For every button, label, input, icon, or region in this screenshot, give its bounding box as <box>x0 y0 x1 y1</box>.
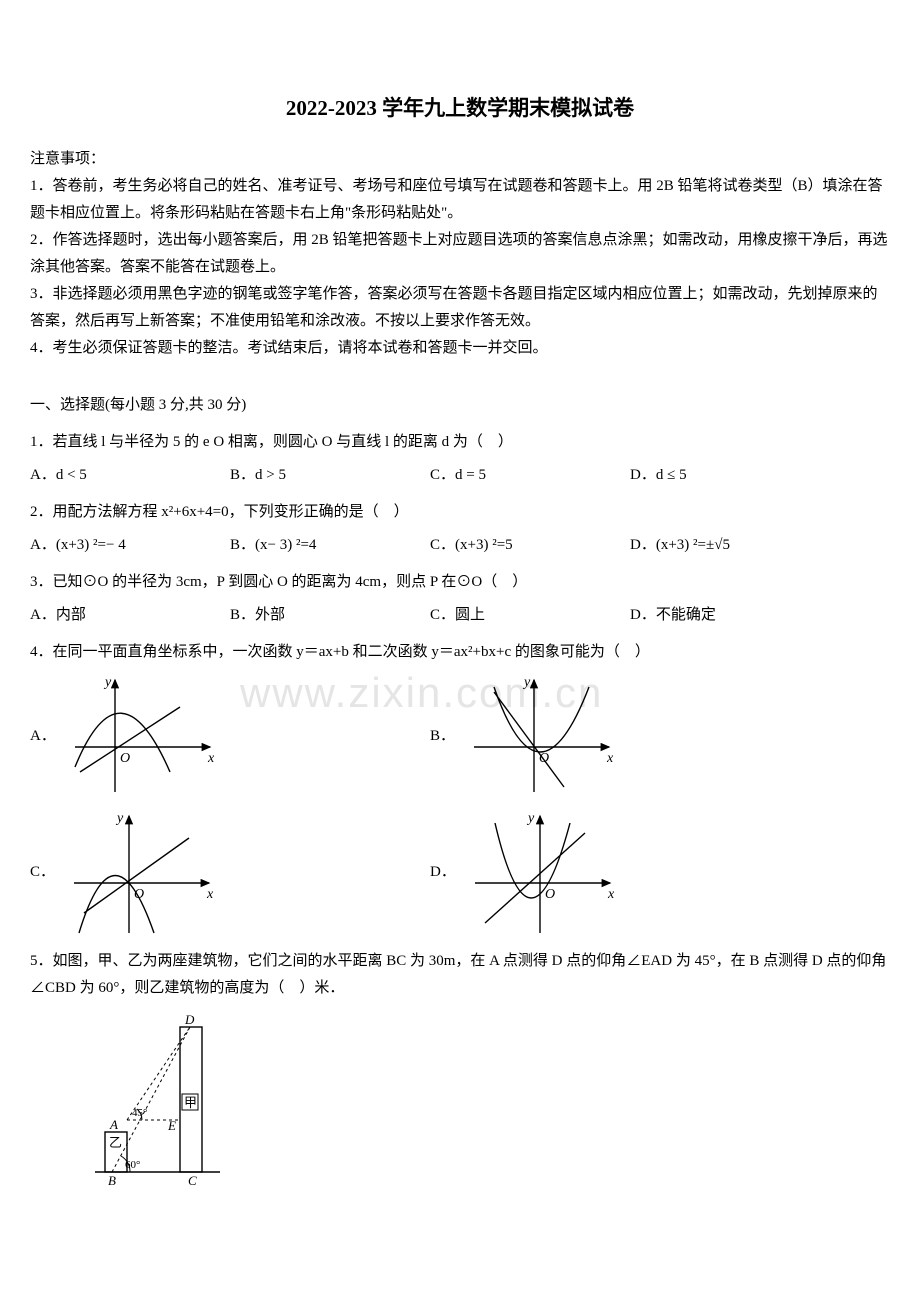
q4a-o-label: O <box>120 751 130 766</box>
notice-item-1: 1．答卷前，考生务必将自己的姓名、准考证号、考场号和座位号填写在试题卷和答题卡上… <box>30 173 890 227</box>
q4c-x-label: x <box>206 887 214 902</box>
q1-options: A．d < 5 B．d > 5 C．d = 5 D．d ≤ 5 <box>30 462 890 489</box>
section-1-header: 一、选择题(每小题 3 分,共 30 分) <box>30 392 890 419</box>
q4-stem: 4．在同一平面直角坐标系中，一次函数 y＝ax+b 和二次函数 y＝ax²+bx… <box>30 639 890 666</box>
notice-item-4: 4．考生必须保证答题卡的整洁。考试结束后，请将本试卷和答题卡一并交回。 <box>30 335 890 362</box>
q5-angle-45: 45° <box>132 1107 147 1119</box>
notice-item-2: 2．作答选择题时，选出每小题答案后，用 2B 铅笔把答题卡上对应题目选项的答案信… <box>30 227 890 281</box>
q4-svg-d: y x O <box>460 808 620 938</box>
q4a-y-label: y <box>103 675 112 690</box>
q5-label-d: D <box>184 1012 195 1027</box>
q1-stem: 1．若直线 l 与半径为 5 的 e O 相离，则圆心 O 与直线 l 的距离 … <box>30 429 890 456</box>
q4d-o-label: O <box>545 887 555 902</box>
q4c-y-label: y <box>115 811 124 826</box>
q2-option-c: C．(x+3) ²=5 <box>430 532 630 559</box>
q4-label-d: D． <box>430 859 456 886</box>
q3-option-c: C．圆上 <box>430 602 630 629</box>
q3-option-d: D．不能确定 <box>630 602 830 629</box>
q1-option-d: D．d ≤ 5 <box>630 462 830 489</box>
q4-label-a: A． <box>30 723 56 750</box>
q4-svg-a: y x O <box>60 672 220 802</box>
q4-graph-d: D． y x O <box>430 808 830 938</box>
q4-label-b: B． <box>430 723 455 750</box>
q4d-y-label: y <box>526 811 535 826</box>
q5-svg: D A E B C 甲 乙 45° 60° <box>90 1012 230 1187</box>
q5-label-c: C <box>188 1173 197 1187</box>
q5-angle-60: 60° <box>125 1159 140 1171</box>
q1-option-c: C．d = 5 <box>430 462 630 489</box>
notice-item-3: 3．非选择题必须用黑色字迹的钢笔或签字笔作答，答案必须写在答题卡各题目指定区域内… <box>30 281 890 335</box>
q5-stem: 5．如图，甲、乙为两座建筑物，它们之间的水平距离 BC 为 30m，在 A 点测… <box>30 948 890 1002</box>
q4c-o-label: O <box>134 887 144 902</box>
q3-stem: 3．已知⊙O 的半径为 3cm，P 到圆心 O 的距离为 4cm，则点 P 在⊙… <box>30 569 890 596</box>
q4-label-c: C． <box>30 859 55 886</box>
q4b-x-label: x <box>606 751 614 766</box>
q5-label-e: E <box>167 1118 176 1133</box>
q5-label-a: A <box>109 1117 118 1132</box>
q3-option-b: B．外部 <box>230 602 430 629</box>
q2-stem: 2．用配方法解方程 x²+6x+4=0，下列变形正确的是（ ） <box>30 499 890 526</box>
q1-option-a: A．d < 5 <box>30 462 230 489</box>
q1-option-b: B．d > 5 <box>230 462 430 489</box>
q2-option-a: A．(x+3) ²=− 4 <box>30 532 230 559</box>
q4d-x-label: x <box>607 887 615 902</box>
q4-graph-c: C． y x O <box>30 808 430 938</box>
q4-graph-a: A． y x O <box>30 672 430 802</box>
q5-label-jia: 甲 <box>184 1095 197 1110</box>
q5-figure: D A E B C 甲 乙 45° 60° <box>90 1012 890 1187</box>
q4a-x-label: x <box>207 751 215 766</box>
q4-graphs-row1: A． y x O B． y x O <box>30 672 890 802</box>
exam-title: 2022-2023 学年九上数学期末模拟试卷 <box>30 90 890 128</box>
q5-label-b: B <box>108 1173 116 1187</box>
q5-label-yi: 乙 <box>109 1135 122 1150</box>
q2-options: A．(x+3) ²=− 4 B．(x− 3) ²=4 C．(x+3) ²=5 D… <box>30 532 890 559</box>
q4-svg-b: y x O <box>459 672 619 802</box>
q2-option-d: D．(x+3) ²=±√5 <box>630 532 830 559</box>
q2-option-b: B．(x− 3) ²=4 <box>230 532 430 559</box>
notice-header: 注意事项： <box>30 146 890 173</box>
q4-svg-c: y x O <box>59 808 219 938</box>
q3-options: A．内部 B．外部 C．圆上 D．不能确定 <box>30 602 890 629</box>
q4-graphs-row2: C． y x O D． y x O <box>30 808 890 938</box>
q4-graph-b: B． y x O <box>430 672 830 802</box>
q3-option-a: A．内部 <box>30 602 230 629</box>
q4b-y-label: y <box>522 675 531 690</box>
